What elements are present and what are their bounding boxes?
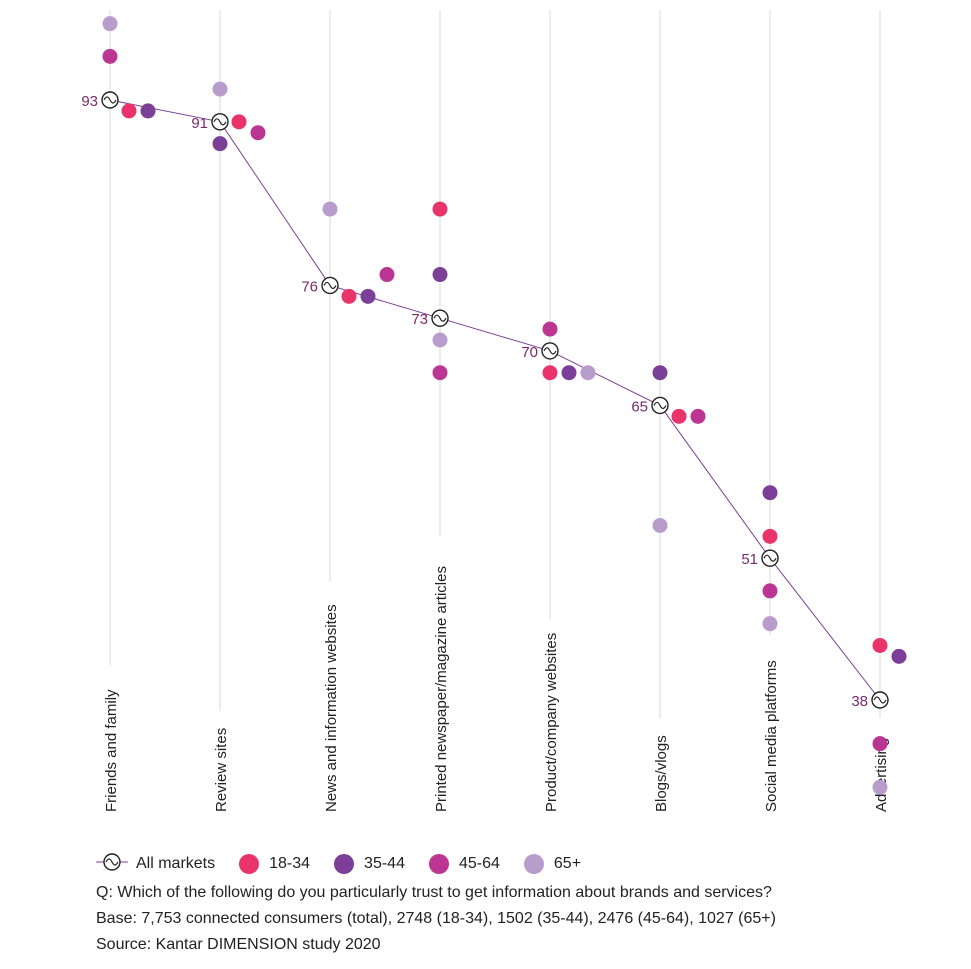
legend: All markets 18-34 35-44 45-64 65+	[96, 848, 956, 880]
legend-item-all-markets: All markets	[96, 852, 215, 877]
dot-45-64	[872, 736, 888, 752]
dot-45-64	[432, 365, 448, 381]
category-labels: Friends and family Review sites News and i…	[103, 566, 890, 812]
all-markets-polyline	[109, 99, 881, 701]
legend-item-35-44: 35-44	[334, 854, 405, 874]
dot-65plus	[652, 517, 668, 533]
dot-45-64	[542, 321, 558, 337]
all-markets-marker	[211, 113, 229, 131]
chart-footer: All markets 18-34 35-44 45-64 65+ Q: Whi…	[96, 848, 956, 958]
value-label: 76	[301, 278, 318, 295]
dot-65plus	[872, 779, 888, 795]
dot-65plus	[580, 365, 596, 381]
value-label: 91	[191, 115, 208, 132]
dot-18-34	[231, 114, 247, 130]
all-markets-marker	[431, 309, 449, 327]
dot-35-44	[561, 365, 577, 381]
dot-35-44	[891, 648, 907, 664]
legend-dot-35-44	[334, 854, 355, 874]
dot-65plus	[432, 332, 448, 348]
all-markets-marker-icon	[96, 852, 128, 877]
dot-35-44	[212, 136, 228, 152]
category-label: Blogs/vlogs	[653, 735, 670, 812]
chart: Friends and family Review sites News and i…	[81, 10, 907, 812]
dot-45-64	[690, 408, 706, 424]
legend-item-45-64: 45-64	[428, 854, 500, 874]
dot-35-44	[432, 267, 448, 283]
legend-label-18-34: 18-34	[269, 855, 311, 872]
all-markets-marker	[761, 549, 779, 567]
all-markets-marker	[101, 91, 119, 109]
category-label: Social media platforms	[763, 660, 780, 812]
all-markets-marker	[651, 396, 669, 415]
value-label: 73	[411, 311, 428, 328]
source-note: Source: Kantar DIMENSION study 2020	[96, 936, 381, 953]
value-label: 70	[521, 344, 538, 361]
value-label: 51	[741, 551, 758, 568]
category-label: Friends and family	[103, 689, 120, 812]
dot-18-34	[542, 365, 558, 381]
category-label: News and information websites	[323, 604, 340, 812]
all-markets-marker	[871, 691, 889, 709]
legend-dot-65plus	[523, 854, 544, 874]
legend-label-35-44: 35-44	[364, 855, 405, 872]
legend-label-all-markets: All markets	[136, 855, 216, 872]
dot-18-34	[872, 637, 888, 653]
dot-18-34	[671, 408, 687, 424]
category-label: Printed newspaper/magazine articles	[433, 566, 450, 812]
dot-18-34	[121, 103, 137, 119]
all-markets-marker	[541, 342, 559, 360]
legend-dot-18-34	[239, 854, 260, 874]
dot-35-44	[762, 485, 778, 501]
legend-item-18-34: 18-34	[239, 854, 310, 874]
question-note: Q: Which of the following do you particu…	[96, 884, 772, 901]
dot-65plus	[212, 81, 228, 97]
dot-45-64	[250, 125, 266, 141]
value-label: 93	[81, 93, 98, 110]
dot-35-44	[360, 288, 376, 304]
all-markets-marker	[321, 276, 339, 295]
dot-18-34	[341, 288, 357, 304]
value-label: 38	[851, 693, 868, 710]
dot-65plus	[322, 201, 338, 217]
value-label: 65	[631, 398, 648, 415]
category-label: Product/company websites	[543, 633, 560, 812]
legend-label-65plus: 65+	[553, 855, 582, 872]
category-label: Review sites	[213, 728, 230, 812]
all-markets-markers	[101, 91, 889, 709]
dot-35-44	[140, 103, 156, 119]
legend-item-65plus: 65+	[523, 854, 582, 874]
value-labels: 93 91 76 73 70 65 51 38	[81, 93, 868, 710]
dot-35-44	[652, 365, 668, 381]
series-dots	[102, 16, 907, 795]
dot-65plus	[762, 616, 778, 632]
dot-45-64	[379, 267, 395, 283]
base-note: Base: 7,753 connected consumers (total),…	[96, 910, 776, 927]
dot-18-34	[762, 528, 778, 544]
dot-65plus	[102, 16, 118, 32]
dot-45-64	[102, 48, 118, 64]
dot-18-34	[432, 201, 448, 217]
legend-dot-45-64	[428, 854, 449, 874]
legend-label-45-64: 45-64	[458, 855, 500, 872]
all-markets-line	[109, 99, 881, 701]
dot-45-64	[762, 583, 778, 599]
